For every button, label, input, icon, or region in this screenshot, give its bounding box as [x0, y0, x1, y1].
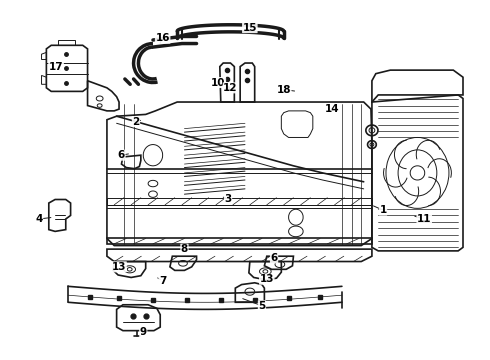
Text: 14: 14 — [325, 104, 340, 114]
Text: 3: 3 — [224, 194, 232, 204]
Text: 7: 7 — [159, 276, 166, 286]
Text: 13: 13 — [112, 262, 126, 272]
Text: 16: 16 — [155, 33, 170, 43]
Text: 5: 5 — [258, 301, 266, 311]
Text: 10: 10 — [211, 77, 225, 87]
Text: 15: 15 — [243, 23, 257, 33]
Text: 18: 18 — [276, 85, 291, 95]
Text: 9: 9 — [140, 327, 147, 337]
Text: 6: 6 — [270, 253, 278, 263]
Text: 1: 1 — [379, 205, 387, 215]
Text: 4: 4 — [35, 214, 43, 224]
Text: 11: 11 — [417, 214, 432, 224]
Text: 2: 2 — [132, 117, 140, 126]
Text: 12: 12 — [223, 83, 238, 93]
Text: 8: 8 — [181, 244, 188, 254]
Text: 6: 6 — [118, 150, 125, 160]
Text: 17: 17 — [49, 62, 63, 72]
Text: 13: 13 — [260, 274, 274, 284]
